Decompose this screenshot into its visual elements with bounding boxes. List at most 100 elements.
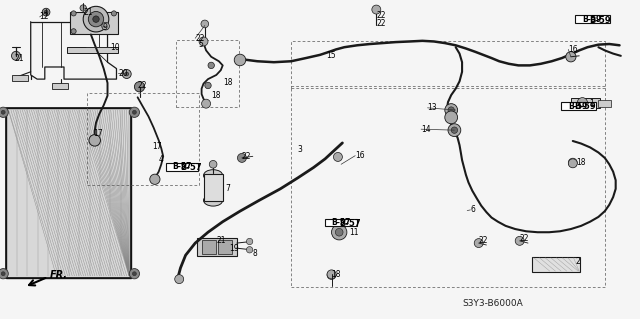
Text: 13: 13 (428, 103, 437, 112)
Text: 18: 18 (332, 270, 341, 279)
Text: 22: 22 (479, 236, 488, 245)
Ellipse shape (1, 110, 5, 114)
Text: 21: 21 (216, 236, 226, 245)
Text: 18: 18 (223, 78, 232, 87)
Ellipse shape (568, 159, 577, 168)
Ellipse shape (202, 99, 211, 108)
Bar (67, 47, 118, 53)
Text: 16: 16 (355, 151, 365, 160)
Text: 22: 22 (520, 234, 529, 243)
Ellipse shape (205, 82, 211, 89)
Text: 17: 17 (93, 130, 102, 138)
Ellipse shape (129, 107, 140, 117)
Ellipse shape (71, 11, 76, 16)
Ellipse shape (122, 70, 131, 78)
Ellipse shape (327, 271, 336, 279)
Text: 20: 20 (118, 69, 128, 78)
Ellipse shape (566, 52, 576, 62)
Text: 22: 22 (376, 11, 386, 20)
Bar (197, 238, 237, 256)
Ellipse shape (175, 275, 184, 284)
Ellipse shape (42, 8, 50, 16)
Ellipse shape (445, 104, 458, 116)
Ellipse shape (204, 170, 223, 181)
Ellipse shape (448, 107, 454, 113)
Text: 19: 19 (229, 244, 239, 253)
Text: 11: 11 (349, 228, 358, 237)
Text: 3: 3 (298, 145, 303, 154)
Bar (6, 108, 131, 278)
Ellipse shape (208, 62, 214, 69)
Ellipse shape (150, 174, 160, 184)
Ellipse shape (451, 127, 458, 133)
Text: FR.: FR. (50, 270, 68, 280)
Ellipse shape (12, 51, 20, 60)
Text: B-59: B-59 (582, 15, 602, 24)
Text: 8: 8 (253, 249, 257, 258)
Bar (70, 12, 118, 34)
Ellipse shape (474, 239, 483, 248)
Bar (598, 100, 611, 107)
Text: B-57: B-57 (173, 162, 192, 171)
Text: 16: 16 (568, 45, 578, 54)
Bar (561, 102, 596, 110)
Ellipse shape (335, 228, 343, 236)
Text: S3Y3-B6000A: S3Y3-B6000A (463, 299, 523, 308)
Text: 22: 22 (242, 152, 252, 161)
Bar (166, 163, 198, 171)
Bar (571, 98, 600, 108)
Ellipse shape (102, 22, 109, 30)
Ellipse shape (89, 135, 100, 146)
Ellipse shape (234, 54, 246, 66)
Bar (325, 219, 357, 226)
Ellipse shape (1, 272, 5, 276)
Bar (204, 174, 223, 201)
Ellipse shape (209, 160, 217, 168)
Text: 12: 12 (40, 12, 49, 21)
Text: 5: 5 (198, 40, 204, 49)
Ellipse shape (204, 195, 223, 206)
Bar (52, 83, 68, 89)
Ellipse shape (129, 269, 140, 279)
Bar (12, 75, 28, 81)
Bar (202, 240, 216, 254)
Ellipse shape (93, 16, 99, 22)
Ellipse shape (246, 247, 253, 253)
Text: 9: 9 (102, 23, 108, 32)
Text: 15: 15 (326, 51, 336, 60)
Ellipse shape (199, 37, 208, 46)
Ellipse shape (132, 110, 136, 114)
Text: B-59: B-59 (589, 16, 611, 25)
Ellipse shape (201, 20, 209, 28)
Ellipse shape (134, 82, 145, 92)
Text: 10: 10 (110, 43, 120, 52)
Ellipse shape (88, 11, 104, 27)
Text: 14: 14 (421, 125, 431, 134)
Bar (87, 93, 199, 185)
Ellipse shape (237, 153, 246, 162)
Ellipse shape (44, 10, 48, 14)
Text: B-57: B-57 (180, 163, 202, 172)
Text: 17: 17 (152, 142, 162, 151)
Ellipse shape (80, 5, 86, 11)
Text: 21: 21 (14, 54, 24, 63)
Bar (176, 40, 239, 107)
Ellipse shape (0, 269, 8, 279)
Ellipse shape (332, 225, 347, 240)
Text: 7: 7 (225, 184, 230, 193)
Text: 22: 22 (195, 34, 205, 43)
Ellipse shape (448, 124, 461, 137)
Ellipse shape (0, 107, 8, 117)
Text: 6: 6 (470, 205, 476, 214)
Text: 22: 22 (376, 19, 386, 28)
Ellipse shape (111, 11, 116, 16)
Ellipse shape (83, 6, 109, 32)
Ellipse shape (577, 98, 588, 108)
Bar (575, 15, 610, 23)
Ellipse shape (568, 158, 577, 167)
Ellipse shape (333, 152, 342, 161)
Ellipse shape (246, 238, 253, 245)
Ellipse shape (327, 270, 336, 279)
Text: 1: 1 (589, 99, 593, 108)
Text: B-57: B-57 (332, 218, 351, 227)
